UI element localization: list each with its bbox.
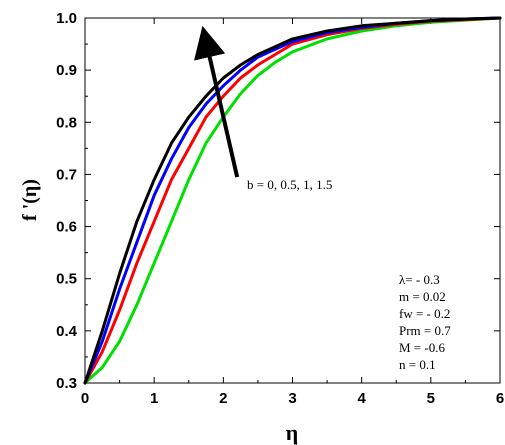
series-line-3: [83, 16, 502, 385]
series-lines: [83, 16, 502, 385]
y-tick-label: 0.8: [56, 114, 77, 131]
param-M: M = -0.6: [399, 340, 445, 355]
y-tick-label: 0.7: [56, 166, 77, 183]
param-n: n = 0.1: [399, 357, 436, 372]
ticks: [84, 17, 501, 384]
y-tick-label: 0.5: [56, 271, 77, 288]
tick-labels: 0 1 2 3 4 5 6 0.3 0.4 0.5 0.6 0.7 0.8 0.9 1.0: [56, 10, 504, 407]
y-tick-label: 0.9: [56, 62, 77, 79]
y-axis-title: f '(η): [19, 179, 41, 221]
x-tick-label: 4: [357, 390, 366, 407]
param-lambda: λ= - 0.3: [399, 272, 440, 287]
x-axis-title: η: [286, 420, 299, 445]
y-tick-label: 0.3: [56, 375, 77, 392]
arrow-annotation: b = 0, 0.5, 1, 1.5: [247, 177, 332, 192]
x-tick-label: 2: [219, 390, 227, 407]
param-prm: Prm = 0.7: [399, 323, 451, 338]
x-tick-label: 5: [427, 390, 435, 407]
arrow: [194, 25, 240, 178]
param-fw: fw = - 0.2: [399, 306, 450, 321]
x-tick-label: 1: [150, 390, 158, 407]
x-tick-label: 0: [81, 390, 89, 407]
y-tick-label: 0.6: [56, 219, 77, 236]
x-tick-label: 3: [288, 390, 296, 407]
y-tick-label: 0.4: [56, 323, 78, 340]
param-m: m = 0.02: [399, 289, 446, 304]
x-tick-label: 6: [496, 390, 504, 407]
y-tick-label: 1.0: [56, 10, 77, 27]
parameter-block: λ= - 0.3 m = 0.02 fw = - 0.2 Prm = 0.7 M…: [399, 272, 451, 372]
